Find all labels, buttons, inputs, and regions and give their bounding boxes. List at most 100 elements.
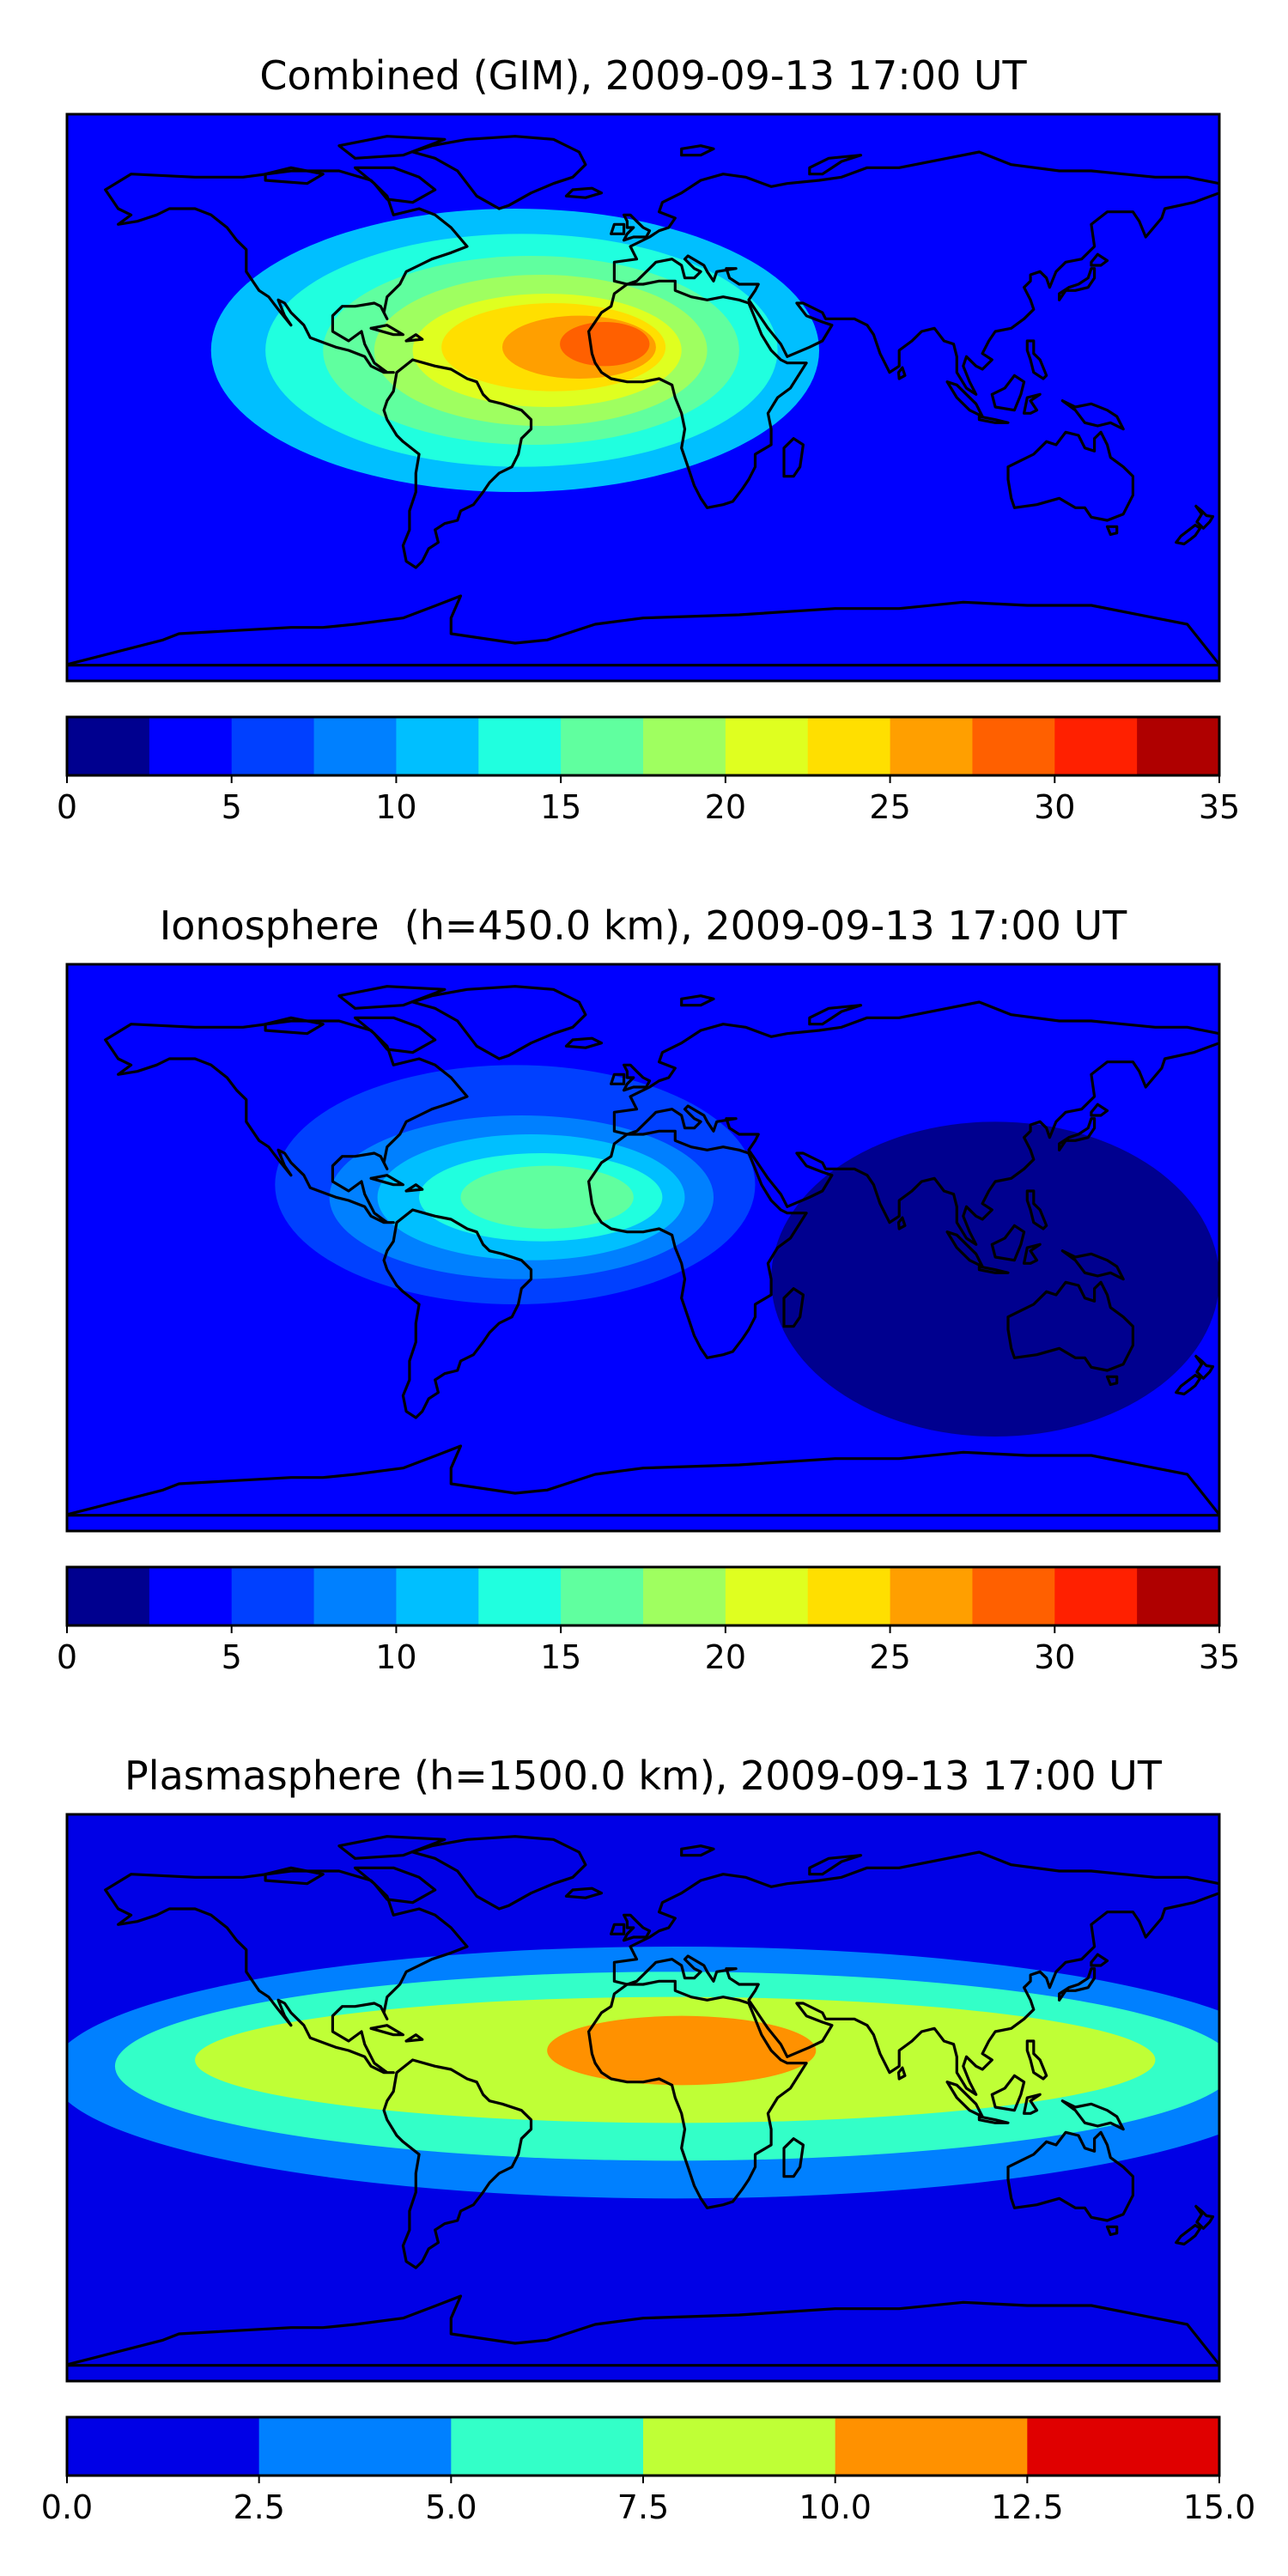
colorbar-segment — [313, 1567, 397, 1625]
coastline-australia — [1006, 1280, 1134, 1372]
coastline-uk — [623, 213, 652, 242]
coastline-cuba — [369, 324, 404, 337]
map-field-ionosphere — [67, 964, 1219, 1531]
panel-plasmasphere: Plasmasphere (h=1500.0 km), 2009-09-13 1… — [41, 1753, 1256, 2526]
contour-level-4 — [547, 2015, 817, 2086]
map-field-combined — [67, 114, 1219, 681]
coastline-greenland — [411, 135, 587, 210]
coastline-australia — [1006, 2130, 1134, 2222]
coastline-tasmania — [1105, 1375, 1119, 1387]
coastline-svalbard — [680, 144, 715, 157]
colorbar-segment — [561, 717, 644, 775]
coastline-madagascar — [782, 437, 805, 478]
coastline-hispaniola — [404, 2033, 424, 2043]
colorbar-tick-label: 25 — [869, 788, 910, 826]
panel-title-plasmasphere: Plasmasphere (h=1500.0 km), 2009-09-13 1… — [125, 1753, 1163, 1799]
coastline-eurasia — [612, 150, 1219, 396]
panel-ionosphere: Ionosphere (h=450.0 km), 2009-09-13 17:0… — [57, 902, 1240, 1676]
colorbar-combined: 0 5 10 15 20 25 30 35 — [57, 715, 1240, 826]
panel-combined: Combined (GIM), 2009-09-13 17:00 UT 0 5 10… — [57, 52, 1240, 826]
coastline-ireland — [610, 1923, 626, 1935]
colorbar-segment — [67, 1567, 150, 1625]
colorbar-segment — [396, 717, 479, 775]
coastline-java — [977, 1265, 1010, 1274]
coastline-borneo — [990, 1224, 1026, 1262]
colorbar-segment — [313, 717, 397, 775]
coastline-south-america — [382, 2058, 533, 2269]
coastline-ireland — [610, 1072, 626, 1085]
coastline-australia — [1006, 430, 1134, 522]
coastline-ellesmere — [337, 135, 447, 160]
colorbar-segment — [1054, 717, 1138, 775]
coastline-greenland — [411, 1835, 587, 1911]
coastline-uk — [623, 1063, 652, 1092]
coastline-sri-lanka — [896, 366, 907, 380]
colorbar-segment — [149, 1567, 233, 1625]
coastline-philippines — [1025, 2039, 1048, 2081]
coastline-philippines — [1025, 1189, 1048, 1230]
coastline-ellesmere — [337, 985, 447, 1010]
colorbar-segment — [258, 2417, 452, 2476]
coastline-victoria-island — [264, 1866, 325, 1886]
colorbar-tick-label: 25 — [869, 1638, 910, 1676]
coastline-novaya-zemlya — [808, 1004, 863, 1026]
coastline-sulawesi — [1023, 2093, 1042, 2115]
colorbar-plasmasphere: 0.0 2.5 5.0 7.5 10.0 12.5 15.0 — [41, 2415, 1255, 2526]
coastline-south-america — [382, 358, 533, 569]
map-frame-combined — [65, 112, 1221, 683]
coastlines-plasmasphere — [67, 1835, 1219, 2367]
colorbar-segment — [807, 1567, 891, 1625]
coastline-new-zealand-north — [1194, 2204, 1215, 2230]
coastline-hispaniola — [404, 333, 424, 343]
coastline-hokkaido — [1090, 1953, 1109, 1967]
colorbar-tick-label: 35 — [1199, 788, 1240, 826]
colorbar-tick-label: 30 — [1034, 1638, 1075, 1676]
coastline-new-zealand-north — [1194, 1354, 1215, 1380]
colorbar-tick-label: 15 — [540, 788, 581, 826]
colorbar-segment — [835, 2417, 1028, 2476]
colorbar-segment — [561, 1567, 644, 1625]
contour-level-0 — [771, 1121, 1219, 1437]
coastline-north-america — [104, 1869, 469, 2075]
map-frame-ionosphere — [65, 963, 1221, 1533]
coastline-victoria-island — [264, 166, 325, 185]
coastline-java — [977, 415, 1010, 424]
colorbar-tick-label: 5.0 — [425, 2488, 477, 2526]
coastline-south-america — [382, 1208, 533, 1419]
coastline-tasmania — [1105, 2225, 1119, 2237]
coastline-japan — [1058, 267, 1097, 301]
coastline-hokkaido — [1090, 1103, 1109, 1117]
colorbar-segment — [643, 1567, 726, 1625]
colorbar-tick-label: 12.5 — [991, 2488, 1064, 2526]
colorbar-tick-label: 20 — [705, 788, 746, 826]
coastline-sulawesi — [1023, 1242, 1042, 1265]
colorbar-tick-label: 10.0 — [799, 2488, 872, 2526]
colorbar-ionosphere: 0 5 10 15 20 25 30 35 — [57, 1565, 1240, 1676]
colorbar-segment — [725, 1567, 809, 1625]
colorbar-tick-label: 30 — [1034, 788, 1075, 826]
colorbar-tick-label: 10 — [375, 788, 416, 826]
coastline-philippines — [1025, 339, 1048, 380]
coastline-sri-lanka — [896, 1216, 907, 1230]
coastline-new-guinea — [1060, 2099, 1125, 2131]
coastline-africa — [587, 1979, 808, 2209]
coastline-baffin — [353, 1016, 437, 1054]
colorbar-segment — [478, 717, 562, 775]
coastlines-ionosphere — [67, 985, 1219, 1517]
coastline-antarctica — [67, 2294, 1219, 2366]
coastline-iceland — [564, 1886, 604, 1899]
colorbar-segment — [643, 2417, 836, 2476]
colorbar-tick-label: 7.5 — [617, 2488, 669, 2526]
colorbar-tick-label: 5 — [222, 1638, 242, 1676]
colorbar-segment — [231, 717, 315, 775]
contour-level-11 — [560, 322, 650, 367]
map-frame-plasmasphere — [65, 1813, 1221, 2383]
coastline-japan — [1058, 1967, 1097, 2002]
colorbar-segment — [1054, 1567, 1138, 1625]
colorbar-tick-label: 0 — [57, 788, 77, 826]
coastline-africa — [587, 1129, 808, 1359]
contour-level-6 — [460, 1165, 634, 1230]
coastline-new-guinea — [1060, 399, 1125, 431]
coastline-eurasia — [612, 1850, 1219, 2096]
coastline-svalbard — [680, 1844, 715, 1857]
